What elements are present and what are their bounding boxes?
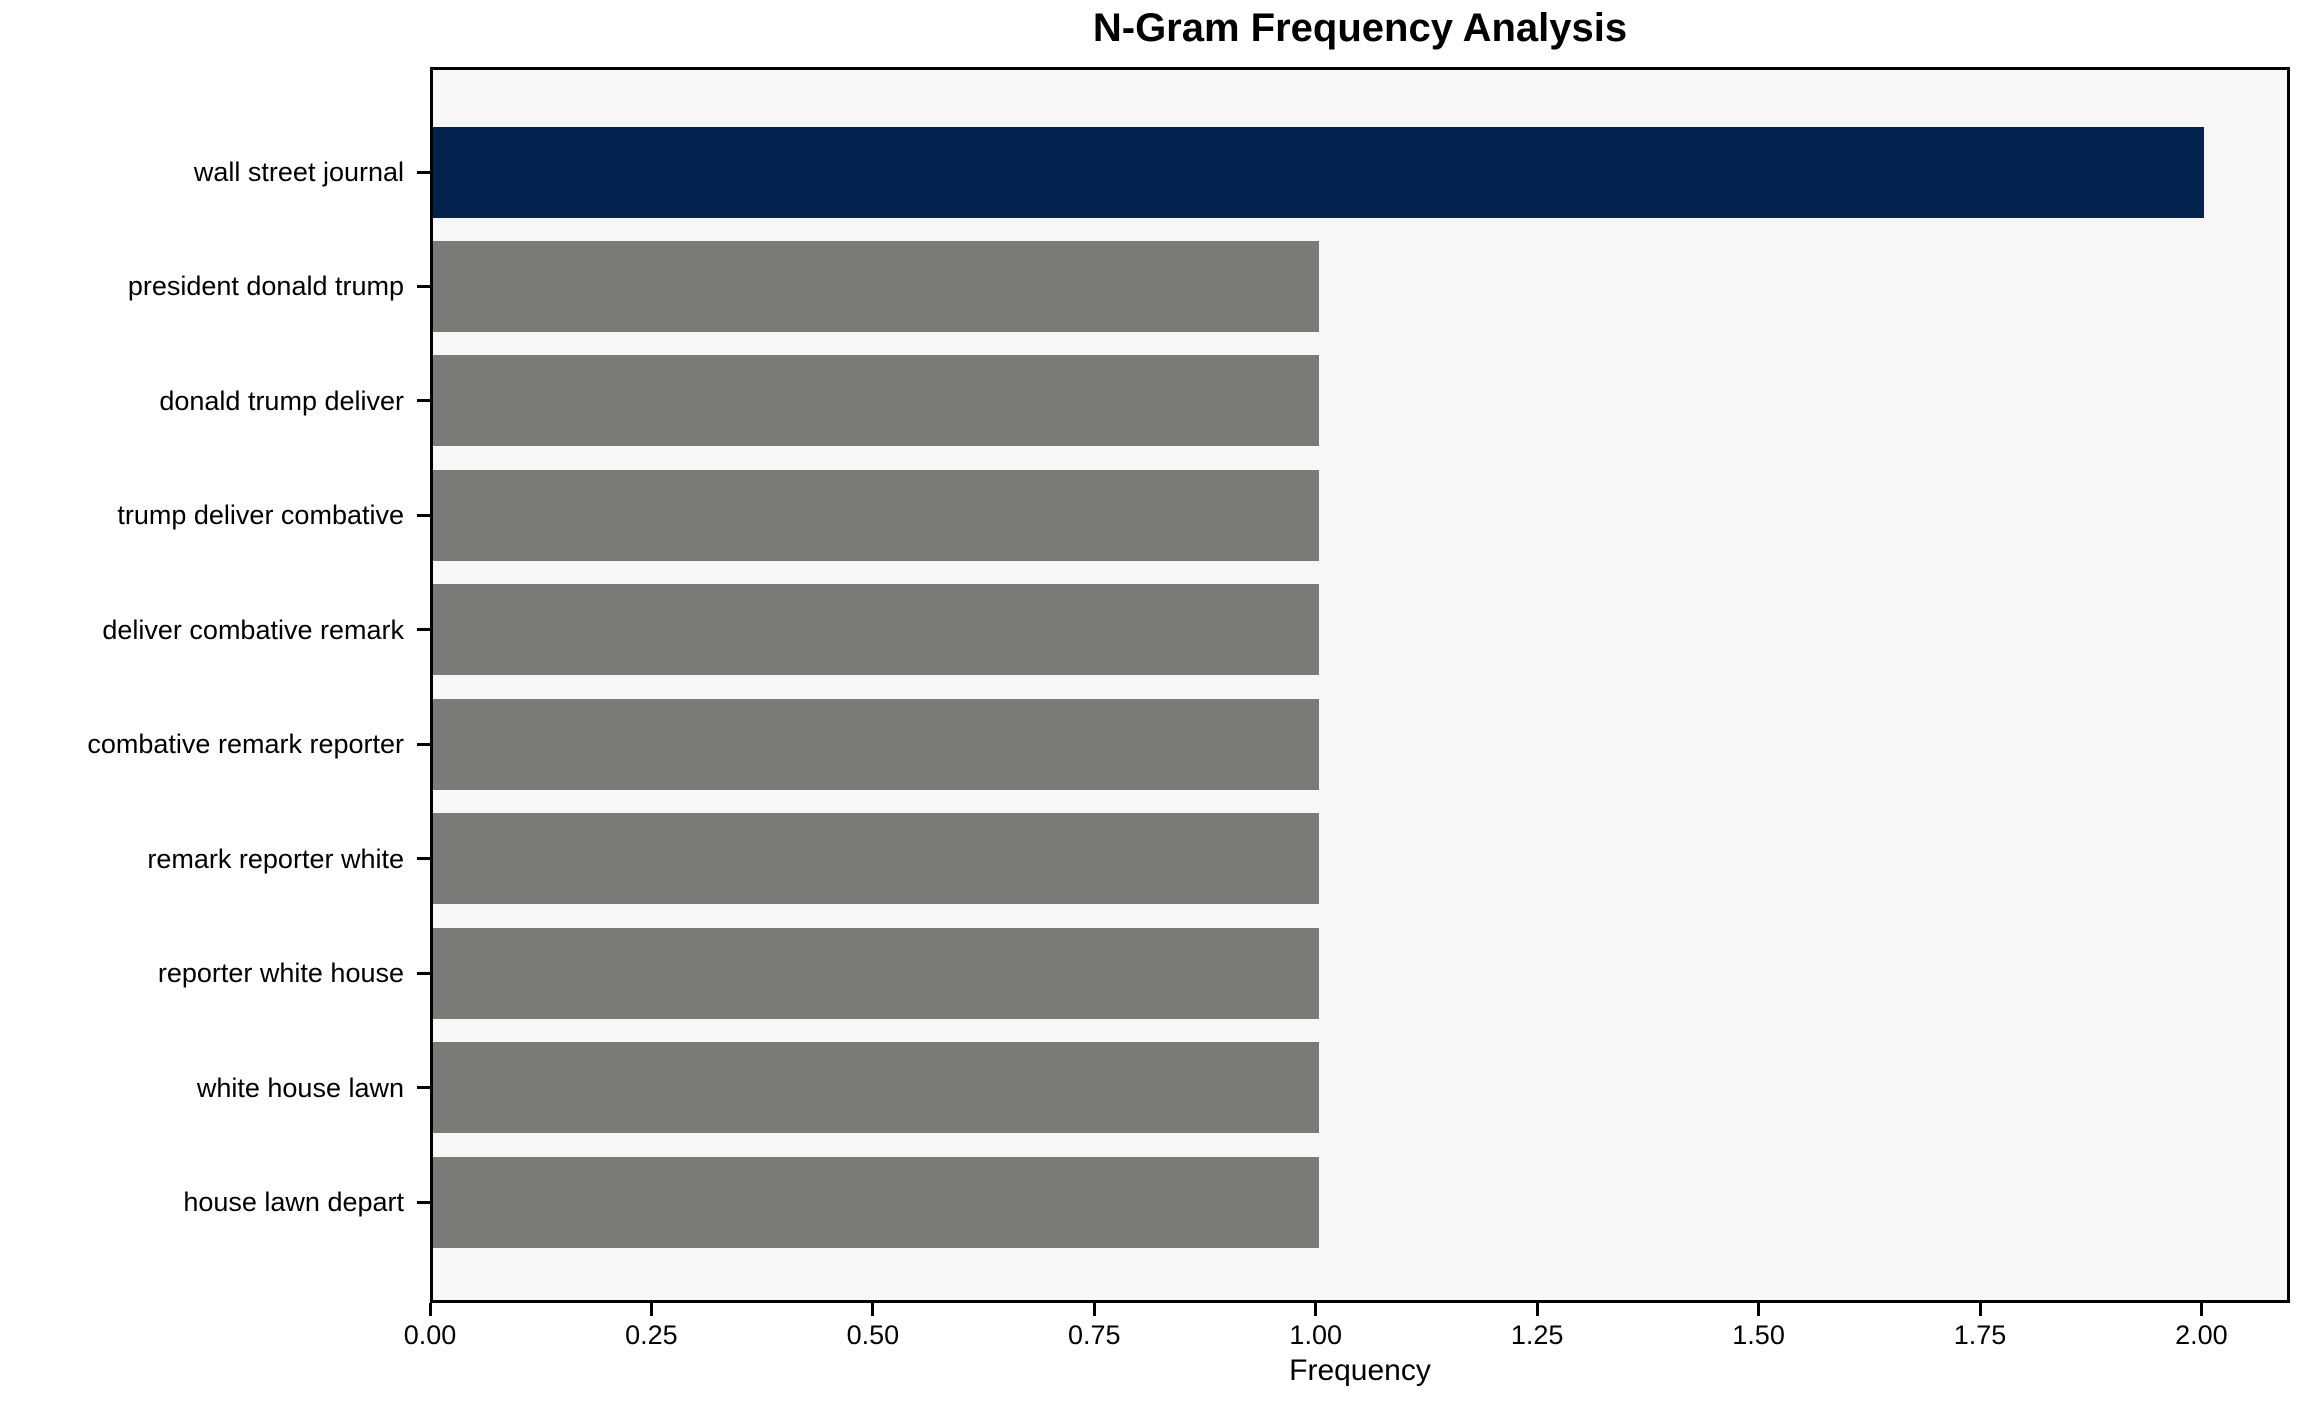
bar <box>433 698 1319 790</box>
y-tick-mark <box>417 284 430 288</box>
x-tick-label: 0.00 <box>403 1320 457 1350</box>
y-tick-label: reporter white house <box>157 958 404 989</box>
y-tick-mark <box>417 399 430 403</box>
bar <box>433 126 2205 218</box>
y-tick-mark <box>417 971 430 975</box>
y-tick-mark <box>417 513 430 517</box>
x-axis-label: Frequency <box>1289 1354 1431 1387</box>
x-tick-mark <box>649 1303 653 1316</box>
bar <box>433 240 1319 332</box>
x-tick-label: 2.00 <box>2175 1320 2228 1350</box>
y-tick-label: donald trump deliver <box>159 385 404 416</box>
y-tick-label: deliver combative remark <box>102 614 404 645</box>
x-tick-label: 1.00 <box>1289 1320 1342 1350</box>
y-tick-label: president donald trump <box>127 271 404 302</box>
x-tick-mark <box>1978 1303 1982 1316</box>
y-tick-mark <box>417 628 430 632</box>
x-tick-label: 1.25 <box>1510 1320 1564 1350</box>
chart-title: N-Gram Frequency Analysis <box>1092 6 1628 50</box>
x-tick-label: 1.75 <box>1953 1320 2007 1350</box>
x-tick-mark <box>428 1303 432 1316</box>
x-tick-mark <box>1092 1303 1096 1316</box>
y-tick-label: house lawn depart <box>183 1187 404 1218</box>
bar <box>433 813 1319 905</box>
y-tick-label: white house lawn <box>196 1072 404 1103</box>
y-tick-label: trump deliver combative <box>117 500 404 531</box>
y-tick-label: combative remark reporter <box>87 729 404 760</box>
plot-area <box>430 67 2290 1303</box>
bar <box>433 1156 1319 1248</box>
bar <box>433 584 1319 676</box>
y-tick-mark <box>417 742 430 746</box>
x-tick-mark <box>1314 1303 1318 1316</box>
y-tick-mark <box>417 1086 430 1090</box>
x-tick-mark <box>1757 1303 1761 1316</box>
y-tick-mark <box>417 170 430 174</box>
x-tick-mark <box>2199 1303 2203 1316</box>
x-tick-label: 0.50 <box>846 1320 900 1350</box>
y-tick-mark <box>417 857 430 861</box>
bar <box>433 355 1319 447</box>
x-tick-label: 1.50 <box>1732 1320 1785 1350</box>
y-tick-label: remark reporter white <box>147 843 404 874</box>
x-tick-label: 0.25 <box>625 1320 678 1350</box>
bar <box>433 927 1319 1019</box>
y-tick-label: wall street journal <box>193 157 404 187</box>
bar <box>433 1042 1319 1134</box>
y-tick-mark <box>417 1200 430 1204</box>
x-tick-mark <box>1535 1303 1539 1316</box>
bar <box>433 469 1319 561</box>
x-tick-label: 0.75 <box>1068 1320 1121 1350</box>
x-tick-mark <box>871 1303 875 1316</box>
